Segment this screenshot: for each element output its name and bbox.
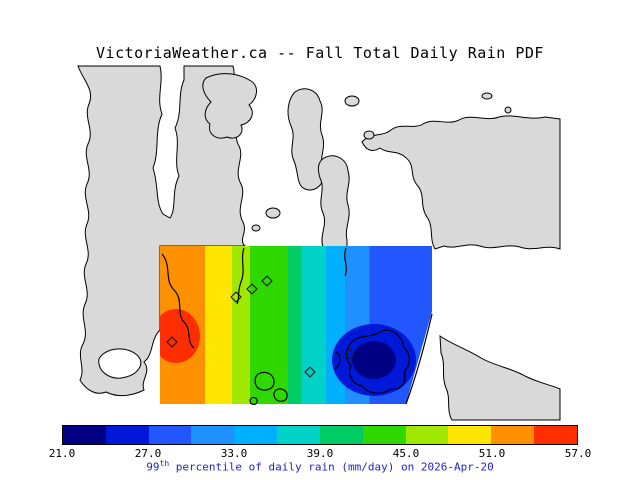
colorbar-segment xyxy=(362,426,406,444)
colorbar-tick-label: 33.0 xyxy=(220,447,248,460)
colorbar-segment xyxy=(405,426,449,444)
coastline-layer xyxy=(161,247,433,406)
colorbar-segment xyxy=(105,426,149,444)
colorbar-tick-label: 27.0 xyxy=(134,447,162,460)
coastline-islet-outline xyxy=(249,396,258,406)
station-marker xyxy=(261,275,273,287)
islet xyxy=(251,224,261,232)
landmass-southeast xyxy=(439,335,561,421)
colorbar-segment xyxy=(277,426,320,444)
island-long xyxy=(317,155,350,248)
colorbar-ticks: 21.0 27.0 33.0 39.0 45.0 51.0 57.0 xyxy=(49,447,592,460)
colorbar-tick-label: 51.0 xyxy=(478,447,506,460)
colorbar-tick-label: 45.0 xyxy=(392,447,420,460)
station-markers xyxy=(166,275,356,378)
coastline-lagoon-small xyxy=(273,388,288,402)
islands-layer xyxy=(202,73,512,248)
island-middle xyxy=(287,88,325,191)
high-rain-core xyxy=(160,309,200,363)
colorbar-segment xyxy=(191,426,235,444)
coastline-harbour-loop xyxy=(346,329,410,394)
coastline-sooke-shore xyxy=(161,253,195,349)
colorbar xyxy=(62,425,578,445)
island-north xyxy=(202,73,257,139)
islet xyxy=(344,95,360,107)
colorbar-segment xyxy=(148,426,192,444)
colorbar-tick-label: 21.0 xyxy=(48,447,76,460)
colorbar-segment xyxy=(448,426,492,444)
islet xyxy=(481,92,493,100)
colorbar-tick-label: 39.0 xyxy=(306,447,334,460)
station-marker xyxy=(304,366,316,378)
colorbar-segments xyxy=(63,426,577,444)
rain-pdf-field xyxy=(160,246,432,404)
coastline-island-tail xyxy=(344,247,347,277)
coastline-harbour-arm xyxy=(334,351,341,370)
coastline-peninsula-tail xyxy=(236,247,245,305)
station-marker xyxy=(344,348,356,360)
caption-text: percentile of daily rain (mm/day) on 202… xyxy=(169,460,494,474)
sooke-inlet xyxy=(98,348,142,379)
caption: 99th percentile of daily rain (mm/day) o… xyxy=(0,459,640,474)
colorbar-segment xyxy=(234,426,278,444)
colorbar-segment xyxy=(63,426,106,444)
colorbar-segment xyxy=(491,426,535,444)
islet xyxy=(504,106,512,114)
station-marker xyxy=(166,336,178,348)
landmass-mainland-east xyxy=(361,115,561,250)
colorbar-tick-label: 57.0 xyxy=(564,447,592,460)
islet xyxy=(265,207,281,219)
coastline-lagoon xyxy=(254,371,275,391)
islet xyxy=(363,130,375,140)
station-marker xyxy=(230,291,242,303)
plot-title: VictoriaWeather.ca -- Fall Total Daily R… xyxy=(96,44,544,62)
colorbar-segment xyxy=(534,426,577,444)
colorbar-segment xyxy=(319,426,363,444)
land-layer xyxy=(77,65,561,421)
caption-ordinal-suffix: th xyxy=(159,459,170,468)
caption-percentile-value: 99 xyxy=(146,460,160,474)
low-rain-core xyxy=(352,341,396,379)
station-marker xyxy=(246,283,258,295)
coastline-victoria-waterfront xyxy=(405,313,433,405)
landmass-vancouver-island xyxy=(77,65,247,397)
